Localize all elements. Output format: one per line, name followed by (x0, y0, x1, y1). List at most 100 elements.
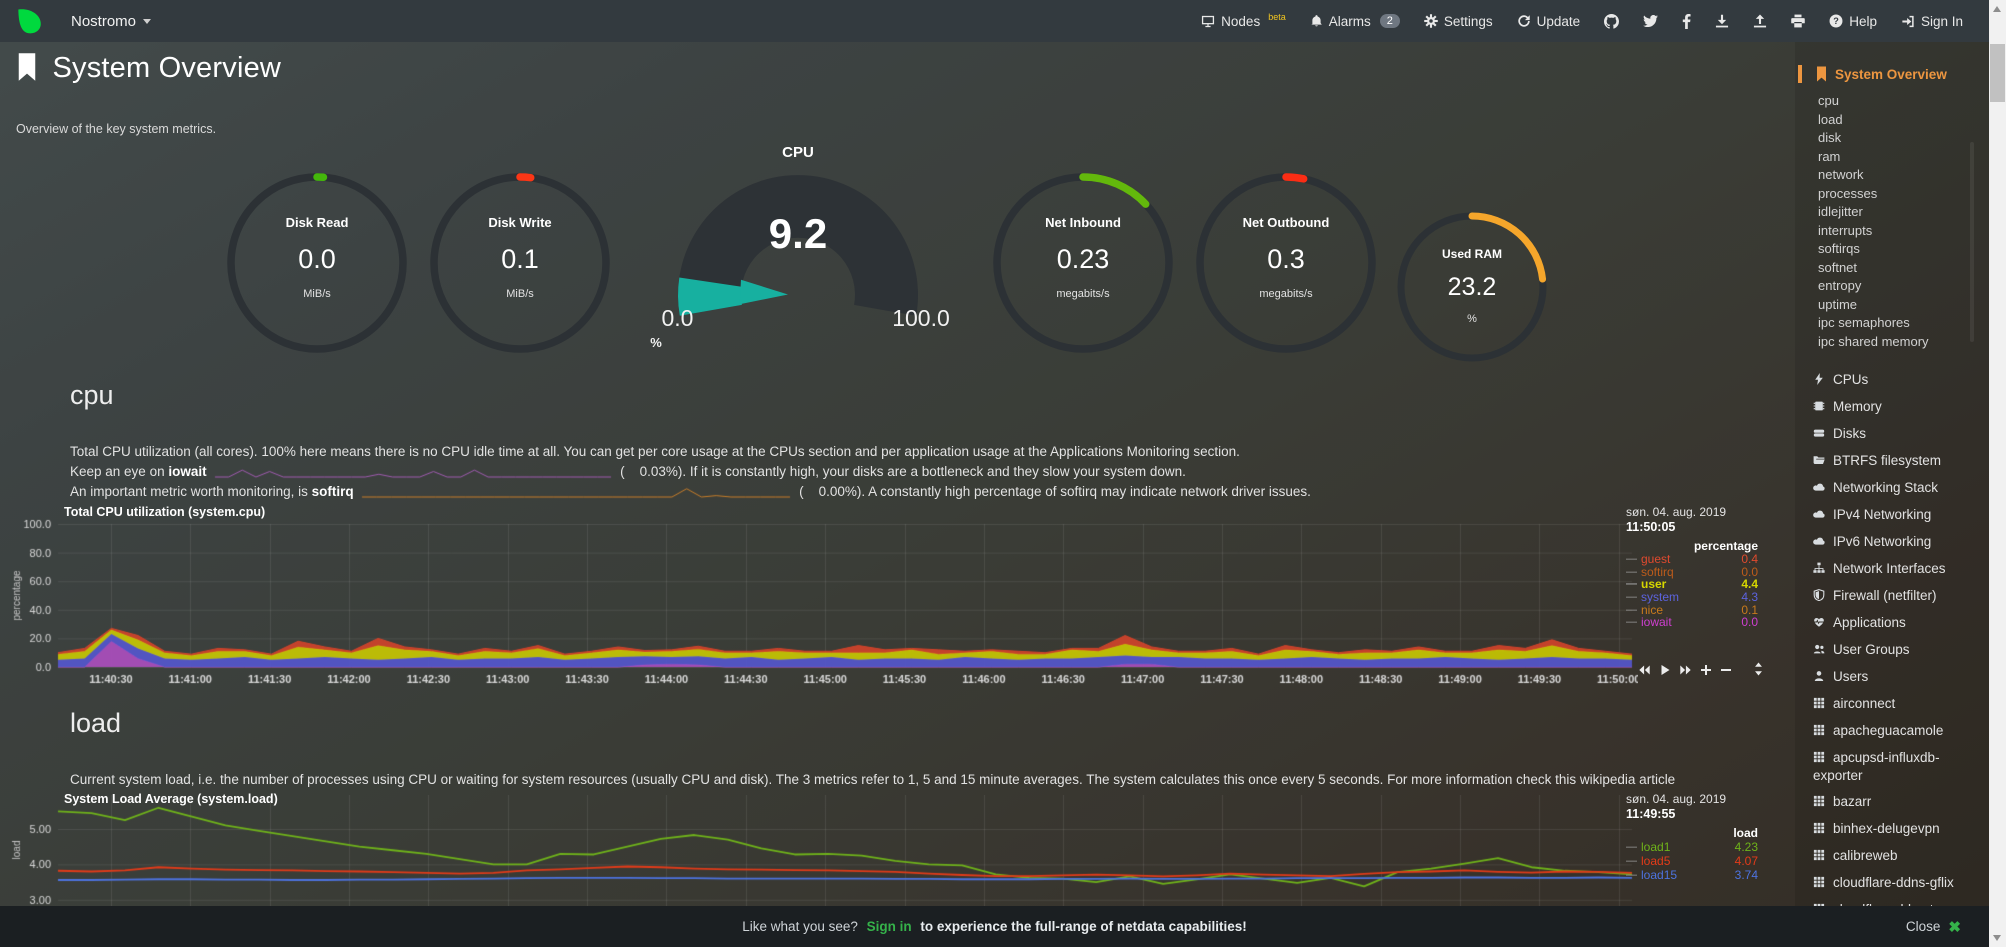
grid-icon (1813, 723, 1833, 740)
sidebar-item-entropy[interactable]: entropy (1818, 278, 1862, 293)
print-button[interactable] (1791, 14, 1805, 28)
legend-row-softirq[interactable]: — softirq 0.0 (1626, 564, 1758, 579)
resize-handle-icon[interactable] (1752, 662, 1765, 676)
browser-scrollbar[interactable] (1989, 0, 2006, 947)
sidebar-item-cloudflare-ddns-tr[interactable]: cloudflare-ddns-tr (1795, 896, 1989, 906)
sidebar-item-users[interactable]: Users (1795, 663, 1989, 690)
sidebar-item-softnet[interactable]: softnet (1818, 259, 1858, 275)
sidebar-item-ipv4[interactable]: IPv4 Networking (1795, 501, 1989, 528)
sidebar-scrollbar[interactable] (1970, 142, 1974, 342)
legend-row-user[interactable]: — user 4.4 (1626, 577, 1758, 592)
sidebar-item-cloudflare-ddns-gflix[interactable]: cloudflare-ddns-gflix (1795, 869, 1989, 896)
cpu-desc-2: Keep an eye on iowait ( 0.03%). If it is… (70, 464, 1186, 481)
scroll-down-arrow-icon[interactable] (1993, 935, 2001, 941)
banner-close-button[interactable]: Close ✖ (1906, 906, 1961, 947)
gauge-net-outbound[interactable]: Net Outbound 0.3 megabits/s (1191, 168, 1381, 358)
gauge-disk-write[interactable]: Disk Write 0.1 MiB/s (425, 168, 615, 358)
sidebar-item-system-overview[interactable]: System Overview (1795, 64, 1989, 84)
gauge-disk-read[interactable]: Disk Read 0.0 MiB/s (222, 168, 412, 358)
alarms-button[interactable]: Alarms 2 (1310, 14, 1400, 29)
sidebar-item-ram[interactable]: ram (1818, 148, 1841, 164)
sidebar-item-ipv6[interactable]: IPv6 Networking (1795, 528, 1989, 555)
legend-date: søn. 04. aug. 2019 (1626, 792, 1727, 806)
netdata-logo[interactable] (16, 8, 43, 34)
legend-row-system[interactable]: — system 4.3 (1626, 590, 1758, 605)
pan-backward-icon[interactable] (1638, 664, 1651, 676)
sidebar-item-airconnect[interactable]: airconnect (1795, 690, 1989, 717)
cpu-chart-canvas[interactable] (8, 518, 1638, 690)
help-button[interactable]: ? Help (1829, 14, 1877, 29)
sidebar-item-network-interfaces[interactable]: Network Interfaces (1795, 555, 1989, 582)
cpu-gauge-chart[interactable] (643, 165, 953, 335)
sidebar-item-firewall[interactable]: Firewall (netfilter) (1795, 582, 1989, 609)
cpu-gauge-value: 9.2 (768, 210, 828, 257)
legend-row-load15[interactable]: — load15 3.74 (1626, 868, 1758, 882)
grid-icon (1813, 848, 1833, 865)
gauge-value: 0.23 (1056, 244, 1110, 274)
nodes-button[interactable]: Nodes beta (1201, 12, 1286, 29)
sidebar-item-binhex-delugevpn[interactable]: binhex-delugevpn (1795, 815, 1989, 842)
sidebar-item-disk[interactable]: disk (1818, 130, 1842, 145)
legend-row-load5[interactable]: — load5 4.07 (1626, 854, 1758, 868)
gauge-used-ram[interactable]: Used RAM 23.2 % (1392, 207, 1552, 367)
cpu-section-heading: cpu (70, 380, 114, 410)
hostname-dropdown[interactable]: Nostromo (71, 13, 152, 30)
signin-button[interactable]: Sign In (1901, 14, 1963, 29)
user-icon (1813, 669, 1833, 686)
play-icon[interactable] (1659, 664, 1671, 676)
sidebar-item-networking-stack[interactable]: Networking Stack (1795, 474, 1989, 501)
sidebar-item-interrupts[interactable]: interrupts (1818, 222, 1873, 238)
cloud-icon (1813, 480, 1833, 497)
sidebar-item-applications[interactable]: Applications (1795, 609, 1989, 636)
pan-forward-icon[interactable] (1679, 664, 1692, 676)
gauge-net-inbound[interactable]: Net Inbound 0.23 megabits/s (988, 168, 1178, 358)
update-button[interactable]: Update (1517, 14, 1580, 29)
sidebar-item-ipc-shared-memory[interactable]: ipc shared memory (1818, 333, 1929, 349)
zoom-in-icon[interactable] (1700, 664, 1712, 676)
sidebar-item-ipc-semaphores[interactable]: ipc semaphores (1818, 315, 1910, 330)
twitter-button[interactable] (1643, 14, 1659, 28)
heartbeat-icon (1813, 615, 1833, 632)
import-button[interactable] (1715, 14, 1729, 28)
legend-row-nice[interactable]: — nice 0.1 (1626, 602, 1758, 617)
shield-icon (1813, 588, 1833, 605)
sidebar-item-processes[interactable]: processes (1818, 185, 1878, 201)
sidebar-item-bazarr[interactable]: bazarr (1795, 788, 1989, 815)
sidebar-item-uptime[interactable]: uptime (1818, 296, 1858, 312)
sidebar-item-network[interactable]: network (1818, 167, 1864, 182)
sidebar-item-cpu[interactable]: cpu (1818, 93, 1839, 108)
sidebar-section-list: CPUs Memory Disks BTRFS filesystem Netwo… (1795, 366, 1989, 906)
load-chart-legend: søn. 04. aug. 2019 11:49:55 load — load1 4… (1626, 792, 1758, 882)
sidebar-item-memory[interactable]: Memory (1795, 393, 1989, 420)
page-head: System Overview (16, 52, 281, 87)
cpu-desc-1: Total CPU utilization (all cores). 100% … (70, 444, 1240, 459)
sidebar-item-load[interactable]: load (1818, 111, 1843, 127)
sidebar-item-btrfs[interactable]: BTRFS filesystem (1795, 447, 1989, 474)
github-button[interactable] (1604, 13, 1620, 29)
export-button[interactable] (1753, 14, 1767, 28)
sidebar-item-idlejitter[interactable]: idlejitter (1818, 204, 1863, 219)
banner-signin-link[interactable]: Sign in (866, 919, 912, 934)
ring-chart (227, 173, 407, 353)
facebook-icon (1683, 13, 1691, 29)
gauge-value: 0.3 (1267, 244, 1305, 274)
gauge-units: megabits/s (1259, 288, 1313, 300)
legend-row-guest[interactable]: — guest 0.4 (1626, 552, 1758, 567)
sidebar-item-apacheguacamole[interactable]: apacheguacamole (1795, 717, 1989, 744)
zoom-out-icon[interactable] (1720, 664, 1732, 676)
load-chart-canvas[interactable] (8, 795, 1638, 906)
sidebar-item-cpus[interactable]: CPUs (1795, 366, 1989, 393)
sidebar-item-calibreweb[interactable]: calibreweb (1795, 842, 1989, 869)
grid-icon (1813, 750, 1833, 767)
settings-button[interactable]: Settings (1424, 14, 1493, 29)
sidebar-item-disks[interactable]: Disks (1795, 420, 1989, 447)
legend-row-load1[interactable]: — load1 4.23 (1626, 840, 1758, 854)
legend-row-iowait[interactable]: — iowait 0.0 (1626, 615, 1758, 630)
sidebar-item-user-groups[interactable]: User Groups (1795, 636, 1989, 663)
sidebar-item-apcupsd-influxdb-exporter[interactable]: apcupsd-influxdb-exporter (1813, 749, 1940, 783)
gear-icon (1424, 14, 1438, 28)
scrollbar-thumb[interactable] (1990, 44, 2005, 102)
sidebar-item-softirqs[interactable]: softirqs (1818, 241, 1860, 256)
scroll-up-arrow-icon[interactable] (1993, 6, 2001, 12)
facebook-button[interactable] (1682, 13, 1691, 29)
